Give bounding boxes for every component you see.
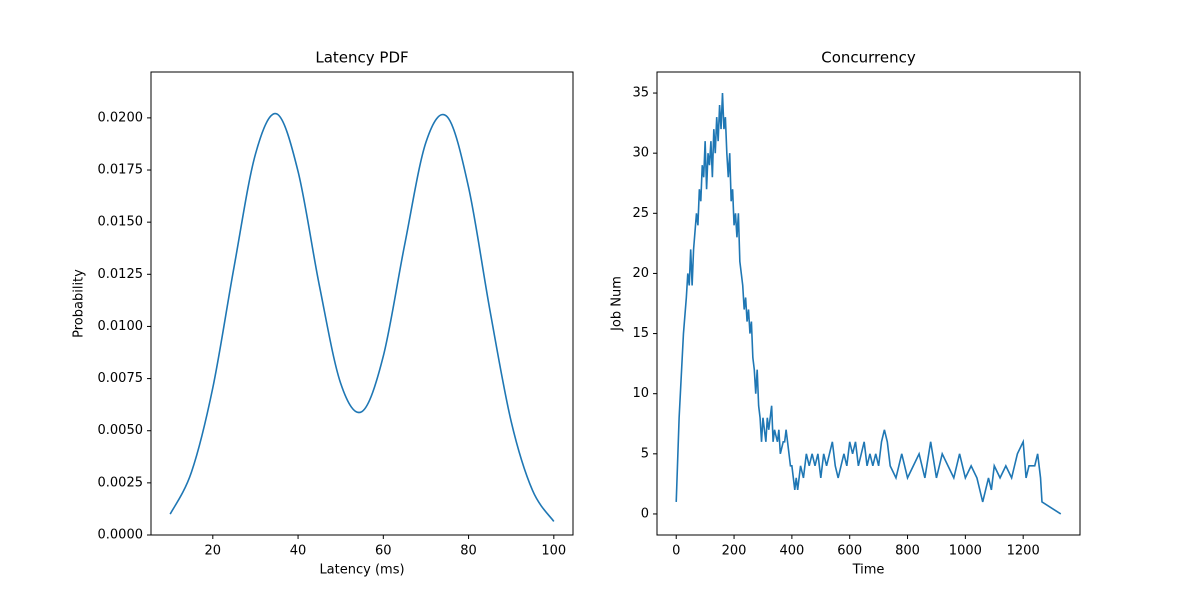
data-line	[675, 93, 1062, 515]
x-tick-label: 60	[375, 544, 392, 559]
y-tick-label: 30	[632, 146, 649, 161]
x-tick-label: 1000	[949, 544, 982, 559]
x-tick-label: 200	[722, 544, 747, 559]
chart-title: Latency PDF	[315, 49, 408, 67]
y-tick-label: 35	[632, 86, 649, 101]
data-line	[169, 112, 555, 522]
y-axis-label: Probability	[72, 269, 87, 338]
x-tick-label: 20	[205, 544, 222, 559]
y-tick-label: 5	[641, 446, 649, 461]
y-tick-label: 0.0125	[98, 267, 144, 282]
x-tick-label: 1200	[1007, 544, 1040, 559]
y-tick-label: 0.0150	[98, 215, 144, 230]
y-axis-label: Job Num	[610, 276, 625, 332]
x-tick-label: 0	[672, 544, 680, 559]
y-tick-label: 20	[632, 266, 649, 281]
y-tick-label: 0	[641, 506, 649, 521]
x-axis-label: Time	[852, 563, 885, 578]
x-tick-label: 100	[541, 544, 566, 559]
x-tick-label: 800	[895, 544, 920, 559]
y-tick-label: 0.0175	[98, 163, 144, 178]
y-tick-label: 10	[632, 386, 649, 401]
x-tick-label: 600	[837, 544, 862, 559]
x-tick-label: 80	[460, 544, 477, 559]
y-tick-label: 0.0025	[98, 475, 144, 490]
y-tick-label: 0.0200	[98, 110, 144, 125]
x-tick-label: 40	[290, 544, 307, 559]
y-tick-label: 15	[632, 326, 649, 341]
y-tick-label: 0.0000	[98, 528, 144, 543]
x-tick-label: 400	[779, 544, 804, 559]
plot-frame	[150, 71, 574, 536]
y-tick-label: 0.0050	[98, 423, 144, 438]
plot-frame	[656, 71, 1081, 536]
y-tick-label: 0.0100	[98, 319, 144, 334]
chart-title: Concurrency	[821, 49, 916, 67]
y-tick-label: 0.0075	[98, 371, 144, 386]
y-tick-label: 25	[632, 206, 649, 221]
x-axis-label: Latency (ms)	[319, 563, 404, 578]
